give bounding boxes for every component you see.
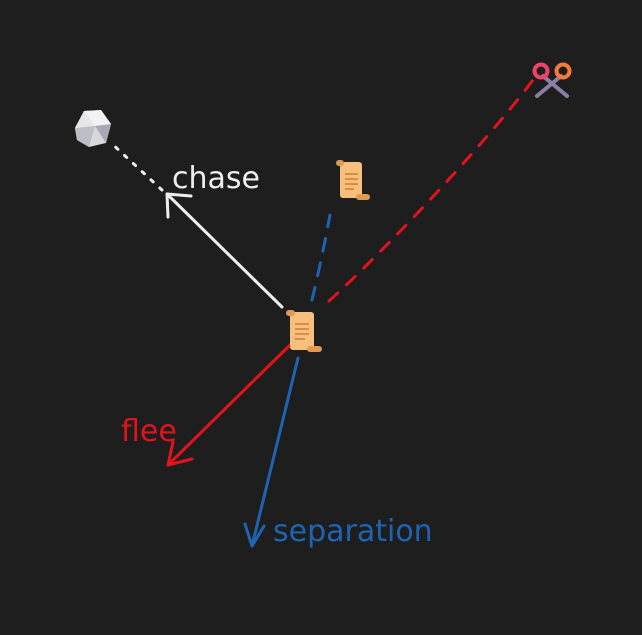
target-dotted-line [108, 140, 164, 192]
separation-arrow [243, 356, 300, 548]
scissors-icon [532, 62, 572, 98]
separation-label: separation [273, 514, 433, 549]
rock-icon [75, 110, 111, 147]
flee-label: flee [121, 414, 177, 449]
threat-dashed-line [327, 78, 535, 303]
chase-label: chase [172, 161, 260, 196]
neighbor-dashed-line [310, 213, 332, 302]
agent-scroll-icon [286, 310, 322, 352]
chase-arrow [165, 192, 284, 309]
flee-arrow [166, 343, 292, 467]
neighbor-scroll-icon [336, 160, 370, 200]
